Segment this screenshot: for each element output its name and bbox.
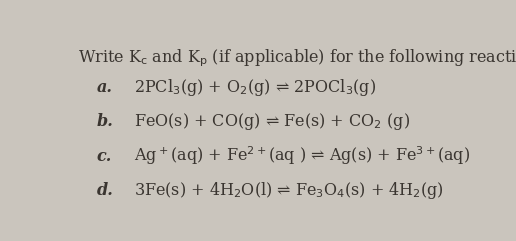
Text: Ag$^+$(aq) + Fe$^{2+}$(aq ) ⇌ Ag(s) + Fe$^{3+}$(aq): Ag$^+$(aq) + Fe$^{2+}$(aq ) ⇌ Ag(s) + Fe… xyxy=(135,145,471,167)
Text: 2PCl$_3$(g) + O$_2$(g) ⇌ 2POCl$_3$(g): 2PCl$_3$(g) + O$_2$(g) ⇌ 2POCl$_3$(g) xyxy=(135,77,377,98)
Text: d.: d. xyxy=(96,182,114,199)
Text: a.: a. xyxy=(96,79,112,96)
Text: FeO(s) + CO(g) ⇌ Fe(s) + CO$_2$ (g): FeO(s) + CO(g) ⇌ Fe(s) + CO$_2$ (g) xyxy=(135,111,411,132)
Text: Write K$_\mathrm{c}$ and K$_\mathrm{p}$ (if applicable) for the following reacti: Write K$_\mathrm{c}$ and K$_\mathrm{p}$ … xyxy=(78,47,516,69)
Text: b.: b. xyxy=(96,113,114,130)
Text: c.: c. xyxy=(96,147,112,165)
Text: 3Fe(s) + 4H$_2$O(l) ⇌ Fe$_3$O$_4$(s) + 4H$_2$(g): 3Fe(s) + 4H$_2$O(l) ⇌ Fe$_3$O$_4$(s) + 4… xyxy=(135,180,444,201)
